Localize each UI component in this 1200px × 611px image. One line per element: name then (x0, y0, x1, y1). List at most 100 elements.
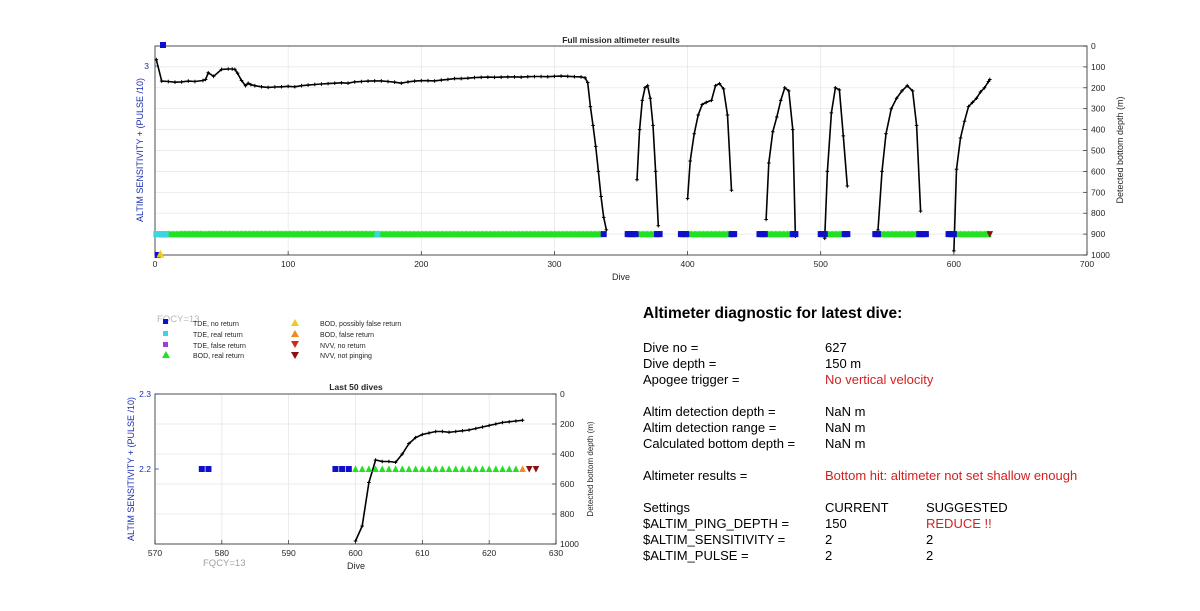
top-x-tick-label: 300 (547, 259, 561, 269)
bottom-marker-bod-real-return (425, 465, 433, 472)
dive-depth-label: Dive depth = (643, 356, 717, 371)
top-bottom-depth-point (640, 98, 645, 103)
ping-depth-label: $ALTIM_PING_DEPTH = (643, 516, 790, 531)
top-bottom-depth-point (648, 96, 653, 101)
legend-tde-false-return-marker (163, 342, 168, 347)
top-bottom-depth-point (446, 77, 450, 82)
dive-no-value: 627 (825, 340, 847, 355)
full-mission-chart: 0 100 200 300 400 500 600 700 0 100 200 300 400 500 6… (135, 35, 1125, 282)
top-bottom-depth-point (559, 74, 563, 78)
top-bottom-depth-point (970, 100, 975, 105)
top-bottom-depth-point (982, 86, 987, 90)
bottom-bottom-depth-point (420, 432, 425, 437)
bottom-y-left-axis-label: ALTIM SENSITIVITY + (PULSE /10) (126, 397, 136, 541)
bottom-marker-bod-real-return (512, 465, 520, 472)
top-bottom-depth-point (889, 106, 894, 111)
bottom-marker-bod-real-return (452, 465, 460, 472)
top-bottom-depth-point (766, 161, 771, 165)
top-marker-tde-real-return (162, 231, 169, 238)
top-bottom-depth-point (764, 217, 768, 222)
results-value: Bottom hit: altimeter not set shallow en… (825, 468, 1078, 483)
top-bottom-depth-point (419, 78, 424, 83)
top-bottom-depth-point (579, 75, 583, 79)
bottom-y-left-ticks: 2.3 2.2 (139, 389, 159, 474)
top-y-right-tick-label: 300 (1091, 104, 1105, 114)
top-bottom-depth-point (914, 123, 919, 128)
top-bottom-depth-point (201, 78, 205, 83)
bottom-bottom-depth-point (494, 422, 498, 426)
legend-tde-real-return: TDE, real return (193, 332, 243, 339)
top-marker-tde-no-return (154, 252, 161, 258)
bottom-marker-bod-real-return (365, 465, 373, 472)
bottom-x-tick-label: 620 (482, 548, 496, 558)
top-bottom-depth-point (352, 80, 357, 84)
top-marker-tde-no-return (761, 231, 768, 238)
top-bottom-depth-point (179, 80, 184, 84)
top-bottom-depth-point (565, 74, 570, 79)
bottom-y-right-tick-label: 600 (560, 479, 574, 489)
top-bottom-depth-point (426, 78, 430, 83)
top-y-right-tick-label: 400 (1091, 125, 1105, 135)
bottom-marker-bod-real-return (419, 465, 426, 472)
detect-depth-row: Altim detection depth = NaN m (643, 404, 1183, 420)
top-marker-tde-no-return (600, 231, 607, 238)
top-bottom-depth-point (601, 215, 606, 220)
bottom-bottom-depth-point (487, 423, 491, 428)
bottom-marker-nvv-not-pinging (525, 466, 533, 473)
top-bottom-depth-point (643, 86, 647, 90)
legend-bod-real-return: BOD, real return (193, 353, 244, 360)
top-bottom-depth-point (466, 76, 470, 80)
top-bottom-depth-point (653, 169, 658, 174)
pulse-suggested: 2 (926, 548, 934, 563)
top-bottom-depth-point (829, 111, 834, 115)
bottom-x-tick-label: 630 (549, 548, 563, 558)
top-marker-bod-possibly-false-return (156, 249, 165, 258)
top-bottom-depth-point (479, 75, 483, 80)
bottom-marker-bod-real-return (445, 465, 453, 472)
top-bottom-depth-point (790, 127, 795, 132)
top-bottom-depth-point (974, 96, 979, 101)
bottom-y-right-tick-label: 1000 (560, 539, 579, 549)
top-y-right-tick-label: 0 (1091, 41, 1096, 51)
top-bottom-depth-point (900, 89, 904, 93)
top-bottom-depth-point (246, 81, 250, 86)
ping-depth-row: $ALTIM_PING_DEPTH = 150 REDUCE !! (643, 516, 1183, 532)
top-bottom-depth-point (725, 113, 730, 117)
top-bottom-depth-point (166, 79, 171, 84)
bottom-marker-bod-real-return (405, 465, 413, 472)
top-bottom-depth-point (406, 80, 410, 84)
bottom-y-right-tick-label: 800 (560, 509, 574, 519)
top-bottom-depth-point (954, 167, 959, 172)
top-bottom-depth-point (978, 90, 983, 94)
bottom-bottom-depth-point (500, 420, 505, 425)
detect-range-value: NaN m (825, 420, 866, 435)
legend-nvv-no-return: NVV, no return (320, 343, 366, 350)
bottom-bottom-depth-point (440, 429, 445, 434)
legend-bod-possibly-false-marker (291, 319, 299, 326)
top-bottom-depth-point (459, 76, 464, 81)
top-bottom-depth-point (226, 67, 231, 71)
top-bottom-depth-point (193, 79, 197, 84)
top-bottom-depth-point (499, 75, 503, 79)
top-marker-tde-no-return (874, 231, 881, 238)
top-bottom-depth-line (877, 84, 922, 230)
bottom-bottom-depth-point (393, 460, 398, 465)
top-bottom-depth-point (339, 80, 344, 85)
bottom-markers (198, 465, 540, 473)
detect-range-row: Altim detection range = NaN m (643, 420, 1183, 436)
bottom-marker-bod-real-return (492, 465, 500, 472)
top-x-tick-label: 200 (414, 259, 428, 269)
top-y-right-tick-label: 200 (1091, 83, 1105, 93)
bottom-chart-title: Last 50 dives (329, 382, 383, 392)
legend-nvv-not-pinging-marker (291, 352, 299, 359)
top-x-tick-label: 700 (1080, 259, 1094, 269)
bottom-y-right-tick-label: 0 (560, 389, 565, 399)
pulse-label: $ALTIM_PULSE = (643, 548, 749, 563)
top-bottom-depth-point (319, 82, 324, 86)
dive-depth-row: Dive depth = 150 m (643, 356, 1183, 372)
legend-bod-false-return: BOD, false return (320, 332, 374, 339)
apogee-value: No vertical velocity (825, 372, 934, 387)
top-x-tick-label: 100 (281, 259, 295, 269)
bottom-y-left-tick-label: 2.2 (139, 464, 151, 474)
top-bottom-depth-point (372, 79, 377, 83)
